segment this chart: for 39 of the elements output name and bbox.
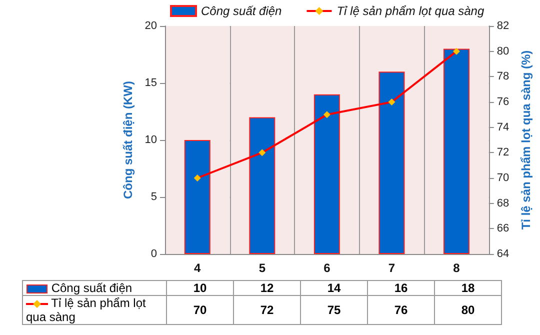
legend-label: Tỉ lệ sản phẩm lọt qua sàng [336, 4, 484, 18]
legend-label: Công suất điện [201, 4, 282, 18]
y-axis-title: Công suất điện (KW) [120, 81, 135, 199]
y2-axis-title: Tỉ lệ sản phẩm lọt qua sàng (%) [519, 50, 533, 230]
data-label: 12 [234, 280, 300, 296]
y2-tick-label: 68 [496, 197, 510, 210]
data-label: 80 [434, 296, 502, 324]
y2-tick-label: 66 [496, 222, 510, 235]
y2-tick-label: 80 [496, 45, 510, 58]
x-tick-label: 4 [194, 261, 202, 275]
y2-tick-label: 72 [496, 146, 510, 159]
data-label: 75 [300, 296, 368, 324]
y2-tick-label: 82 [496, 20, 510, 32]
y2-tick-label: 78 [496, 70, 510, 83]
text: Công suất điện [51, 281, 132, 295]
bar [184, 140, 210, 254]
x-tick-label: 6 [324, 261, 331, 275]
data-label: 14 [300, 280, 368, 296]
y2-tick-label: 70 [496, 172, 510, 184]
y-tick-label: 15 [144, 77, 157, 89]
x-tick-label: 8 [453, 261, 460, 275]
data-label: 18 [434, 280, 502, 296]
x-tick-label: 5 [258, 261, 266, 275]
x-tick-label: 7 [388, 261, 396, 275]
data-label: 72 [234, 296, 300, 324]
data-label: 70 [166, 296, 234, 324]
y-tick-label: 0 [150, 248, 157, 260]
y2-tick-label: 76 [496, 96, 510, 108]
y-tick-label: 5 [150, 191, 157, 203]
bar [249, 117, 276, 254]
y-tick-label: 10 [144, 134, 157, 146]
data-label: 76 [368, 296, 434, 324]
y2-tick-label: 64 [496, 248, 510, 260]
y-tick-label: 20 [144, 20, 157, 32]
data-label: 10 [166, 280, 234, 296]
bar [314, 94, 340, 254]
text: Tỉ lệ sản phẩm lọt qua sàng [26, 296, 146, 324]
data-label: 16 [368, 280, 434, 296]
y2-tick-label: 74 [496, 121, 510, 134]
